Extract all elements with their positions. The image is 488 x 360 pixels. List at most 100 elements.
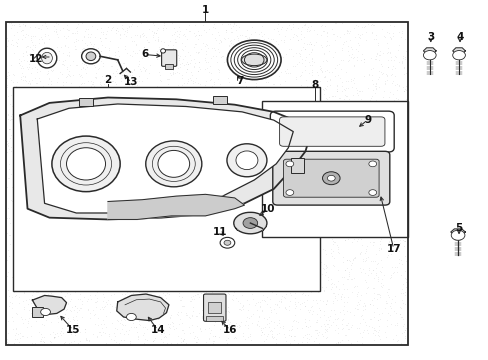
Point bbox=[135, 289, 142, 295]
Point bbox=[93, 204, 101, 210]
Point bbox=[47, 62, 55, 67]
Point bbox=[315, 250, 323, 256]
Point bbox=[35, 229, 43, 235]
Point bbox=[164, 157, 172, 163]
Point bbox=[119, 238, 127, 244]
Point bbox=[310, 78, 318, 84]
Point bbox=[278, 251, 285, 257]
Point bbox=[113, 318, 121, 323]
Point bbox=[263, 87, 271, 93]
Point bbox=[44, 100, 52, 106]
Point bbox=[243, 69, 250, 75]
Point bbox=[373, 279, 381, 284]
Point bbox=[333, 246, 341, 252]
Point bbox=[47, 87, 55, 93]
Point bbox=[253, 252, 261, 258]
Point bbox=[230, 137, 238, 143]
Point bbox=[93, 130, 101, 135]
Point bbox=[388, 63, 396, 69]
Point bbox=[73, 318, 81, 323]
Point bbox=[93, 224, 101, 229]
Point bbox=[324, 130, 332, 135]
Point bbox=[25, 307, 33, 312]
Point bbox=[76, 49, 84, 55]
Point bbox=[351, 109, 359, 114]
Point bbox=[251, 140, 259, 145]
Point bbox=[44, 53, 52, 59]
Point bbox=[160, 301, 167, 307]
Point bbox=[49, 179, 57, 184]
Point bbox=[120, 129, 128, 135]
Point bbox=[126, 23, 134, 29]
Point bbox=[129, 294, 137, 300]
Point bbox=[294, 256, 302, 262]
Text: 2: 2 bbox=[104, 75, 111, 85]
Point bbox=[142, 66, 149, 72]
Point bbox=[20, 94, 28, 100]
Point bbox=[285, 333, 292, 338]
Point bbox=[63, 114, 71, 120]
Point bbox=[266, 94, 274, 99]
Point bbox=[126, 256, 134, 262]
Point bbox=[207, 230, 215, 236]
Point bbox=[54, 21, 62, 27]
Point bbox=[250, 269, 258, 275]
Point bbox=[277, 259, 285, 265]
Point bbox=[374, 57, 382, 63]
Point bbox=[164, 76, 172, 82]
Point bbox=[320, 136, 328, 142]
Point bbox=[165, 102, 173, 108]
Point bbox=[30, 234, 38, 240]
Point bbox=[205, 116, 213, 122]
Point bbox=[6, 241, 14, 247]
Point bbox=[102, 314, 110, 319]
Point bbox=[219, 189, 226, 194]
Point bbox=[49, 135, 57, 141]
Point bbox=[313, 249, 321, 255]
Point bbox=[197, 125, 204, 131]
Point bbox=[195, 111, 203, 117]
Point bbox=[161, 270, 168, 276]
Point bbox=[296, 152, 304, 158]
Point bbox=[12, 125, 20, 130]
Point bbox=[396, 315, 404, 320]
Point bbox=[78, 239, 86, 245]
Point bbox=[246, 123, 254, 129]
Point bbox=[181, 111, 188, 116]
Point bbox=[45, 133, 53, 139]
Point bbox=[46, 257, 54, 263]
Point bbox=[94, 169, 102, 175]
Point bbox=[233, 41, 241, 47]
Point bbox=[165, 133, 173, 139]
Point bbox=[217, 186, 224, 192]
Point bbox=[333, 291, 341, 297]
Point bbox=[50, 90, 58, 96]
Point bbox=[140, 296, 147, 301]
Point bbox=[343, 112, 350, 118]
Point bbox=[270, 89, 278, 95]
Point bbox=[202, 48, 210, 54]
Point bbox=[251, 122, 259, 128]
Point bbox=[12, 223, 20, 229]
Point bbox=[354, 133, 362, 139]
Point bbox=[171, 268, 179, 274]
Point bbox=[246, 31, 254, 36]
Point bbox=[364, 209, 371, 215]
Point bbox=[50, 334, 58, 340]
Point bbox=[165, 70, 173, 76]
Point bbox=[334, 95, 342, 101]
Point bbox=[253, 151, 261, 157]
Point bbox=[337, 79, 345, 85]
Point bbox=[321, 141, 328, 147]
Point bbox=[108, 108, 116, 114]
Point bbox=[108, 320, 116, 326]
Point bbox=[66, 204, 74, 210]
Point bbox=[37, 121, 44, 126]
Point bbox=[89, 147, 97, 153]
Point bbox=[327, 69, 335, 75]
Point bbox=[187, 312, 195, 318]
Point bbox=[352, 90, 360, 96]
Point bbox=[66, 292, 74, 297]
Point bbox=[225, 150, 233, 156]
Point bbox=[271, 203, 279, 208]
